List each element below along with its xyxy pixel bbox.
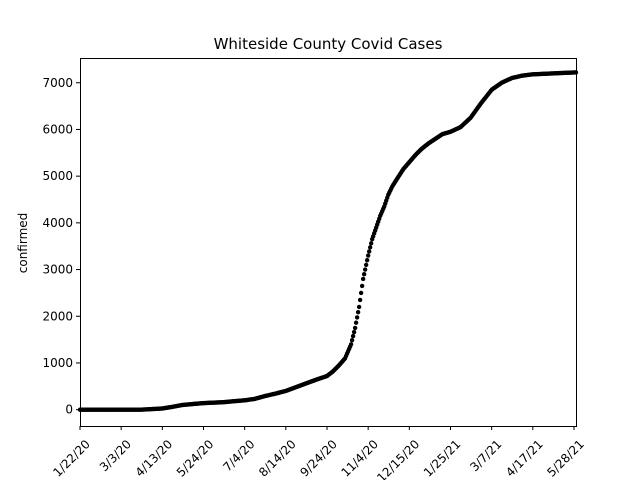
data-point <box>353 320 359 325</box>
x-tick-label: 8/14/20 <box>256 437 299 480</box>
x-tick-label: 9/24/20 <box>297 437 340 480</box>
data-point <box>359 283 365 289</box>
data-point <box>357 297 363 303</box>
data-point <box>368 241 374 246</box>
axes <box>80 58 577 427</box>
x-tick-label: 11/4/20 <box>338 437 381 480</box>
data-point <box>363 262 369 268</box>
y-axis-label: confirmed <box>16 213 30 274</box>
x-ticks: 1/22/20 3/3/204/13/205/24/20 7/4/208/14/20… <box>50 426 587 480</box>
y-tick-label: 5000 <box>42 169 73 183</box>
y-tick-label: 1000 <box>42 356 73 370</box>
data-point <box>358 290 364 296</box>
data-point <box>356 304 362 310</box>
data-point <box>348 342 354 347</box>
data-point <box>355 309 361 315</box>
x-tick-label: 1/22/20 <box>50 437 93 480</box>
data-point <box>361 272 367 277</box>
y-tick-label: 0 <box>65 403 73 417</box>
x-tick-label: 1/25/21 <box>421 437 464 480</box>
y-tick-label: 6000 <box>42 122 73 136</box>
data-point <box>354 315 360 320</box>
data-point <box>362 267 368 272</box>
y-tick-label: 2000 <box>42 309 73 323</box>
x-tick-label: 3/7/21 <box>467 437 504 474</box>
x-tick-label: 7/4/20 <box>220 437 257 474</box>
x-tick-label: 12/15/20 <box>374 437 422 480</box>
x-tick-label: 5/24/20 <box>174 437 217 480</box>
data-point <box>350 333 356 339</box>
y-tick-label: 4000 <box>42 216 73 230</box>
data-point <box>360 276 366 282</box>
chart-title: Whiteside County Covid Cases <box>214 35 443 53</box>
y-tick-label: 3000 <box>42 263 73 277</box>
x-tick-label: 4/13/20 <box>133 437 176 480</box>
data-point <box>364 258 370 263</box>
y-ticks: 0 1000 2000 3000 4000 5000 6000 7000 <box>42 76 80 417</box>
data-point <box>366 249 372 254</box>
data-point <box>352 325 358 331</box>
data-point <box>367 245 373 250</box>
data-point <box>351 329 357 335</box>
x-tick-label: 5/28/21 <box>544 437 587 480</box>
y-tick-label: 7000 <box>42 76 73 90</box>
data-point <box>365 253 371 258</box>
data-points <box>77 70 579 412</box>
x-tick-label: 3/3/20 <box>97 437 134 474</box>
data-point <box>349 337 355 343</box>
x-tick-label: 4/17/21 <box>503 437 546 480</box>
